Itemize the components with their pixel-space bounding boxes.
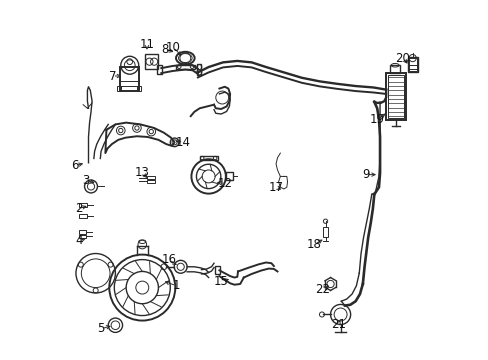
Text: 15: 15: [213, 275, 228, 288]
Bar: [197, 64, 201, 75]
Bar: [117, 86, 121, 91]
Text: 4: 4: [75, 234, 82, 247]
Bar: [79, 230, 86, 234]
Text: 12: 12: [217, 177, 232, 190]
Bar: [322, 226, 328, 237]
Text: 19: 19: [369, 113, 384, 126]
Text: 18: 18: [306, 238, 321, 251]
Text: 7: 7: [108, 69, 116, 82]
Text: 16: 16: [162, 253, 176, 266]
Text: 22: 22: [315, 283, 329, 296]
Bar: [120, 67, 139, 91]
Bar: [225, 172, 233, 180]
Bar: [157, 64, 162, 74]
Text: 13: 13: [135, 166, 149, 179]
Text: 2: 2: [75, 202, 82, 215]
Bar: [144, 54, 158, 69]
Bar: [147, 176, 155, 179]
Bar: [79, 214, 87, 218]
Text: 21: 21: [330, 318, 345, 331]
Text: 9: 9: [362, 168, 369, 181]
Bar: [137, 86, 141, 91]
Text: 11: 11: [139, 38, 154, 51]
Bar: [407, 57, 417, 72]
Bar: [386, 73, 405, 120]
Bar: [176, 64, 195, 69]
Text: 1: 1: [172, 279, 180, 292]
Bar: [199, 156, 217, 160]
Text: 14: 14: [176, 136, 191, 149]
Text: 5: 5: [97, 322, 104, 335]
Text: 10: 10: [166, 41, 181, 54]
Text: 17: 17: [268, 181, 283, 194]
Bar: [389, 65, 400, 73]
Bar: [147, 180, 155, 183]
Bar: [79, 203, 87, 207]
Text: 20: 20: [395, 51, 409, 64]
Bar: [387, 75, 403, 118]
Bar: [79, 234, 86, 238]
Text: 8: 8: [161, 42, 168, 55]
Bar: [215, 266, 220, 274]
Bar: [408, 58, 416, 71]
Text: 3: 3: [82, 174, 89, 186]
Text: 6: 6: [71, 159, 79, 172]
